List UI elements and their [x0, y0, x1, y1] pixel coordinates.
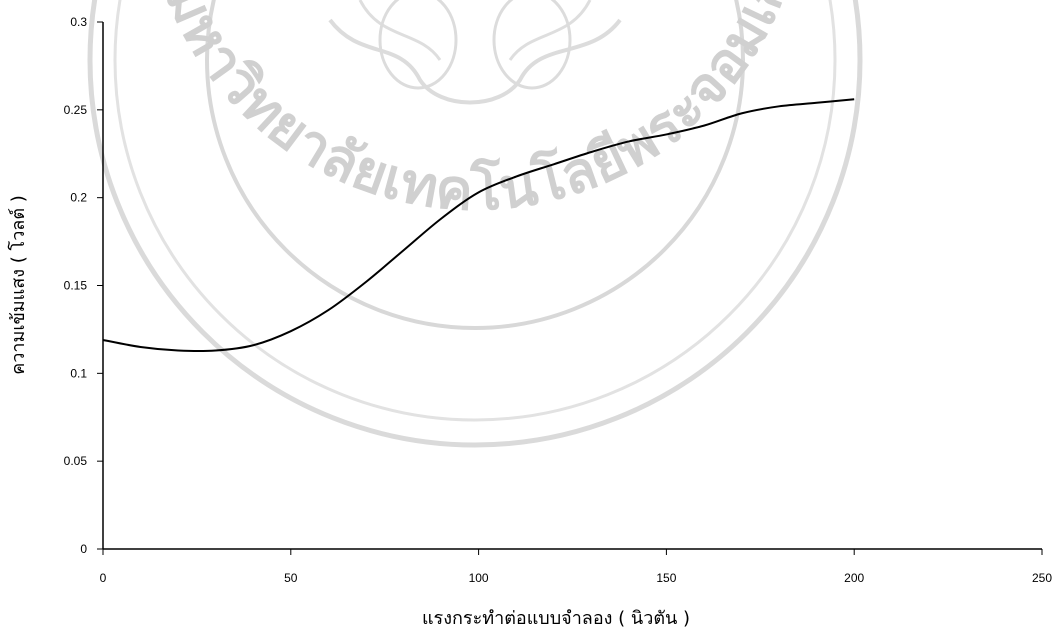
y-tick-label: 0.15 — [64, 279, 88, 293]
y-tick-label: 0.1 — [70, 366, 87, 380]
x-tick-label: 200 — [844, 571, 864, 585]
y-ticks: 0 0.05 0.1 0.15 0.2 0.25 0.3 — [64, 15, 103, 556]
y-tick-label: 0.25 — [64, 103, 88, 117]
x-ticks: 0 50 100 150 200 250 — [100, 549, 1052, 585]
y-tick-label: 0 — [80, 542, 87, 556]
x-tick-label: 150 — [656, 571, 676, 585]
x-tick-label: 50 — [284, 571, 298, 585]
watermark-text: มหาวิทยาลัยเทคโนโลยีพระจอมเกล้าเจ้าคุณทห… — [0, 0, 812, 224]
y-tick-label: 0.2 — [70, 191, 87, 205]
y-tick-label: 0.05 — [64, 454, 88, 468]
x-tick-label: 250 — [1032, 571, 1052, 585]
x-tick-label: 0 — [100, 571, 107, 585]
y-axis-title: ความเข้มแสง ( โวลต์ ) — [7, 195, 29, 375]
watermark-seal: มหาวิทยาลัยเทคโนโลยีพระจอมเกล้าเจ้าคุณทห… — [0, 0, 863, 448]
x-tick-label: 100 — [469, 571, 489, 585]
series-line — [102, 98, 855, 353]
y-tick-label: 0.3 — [70, 15, 87, 29]
x-axis-title: แรงกระทำต่อแบบจำลอง ( นิวตัน ) — [422, 608, 690, 629]
